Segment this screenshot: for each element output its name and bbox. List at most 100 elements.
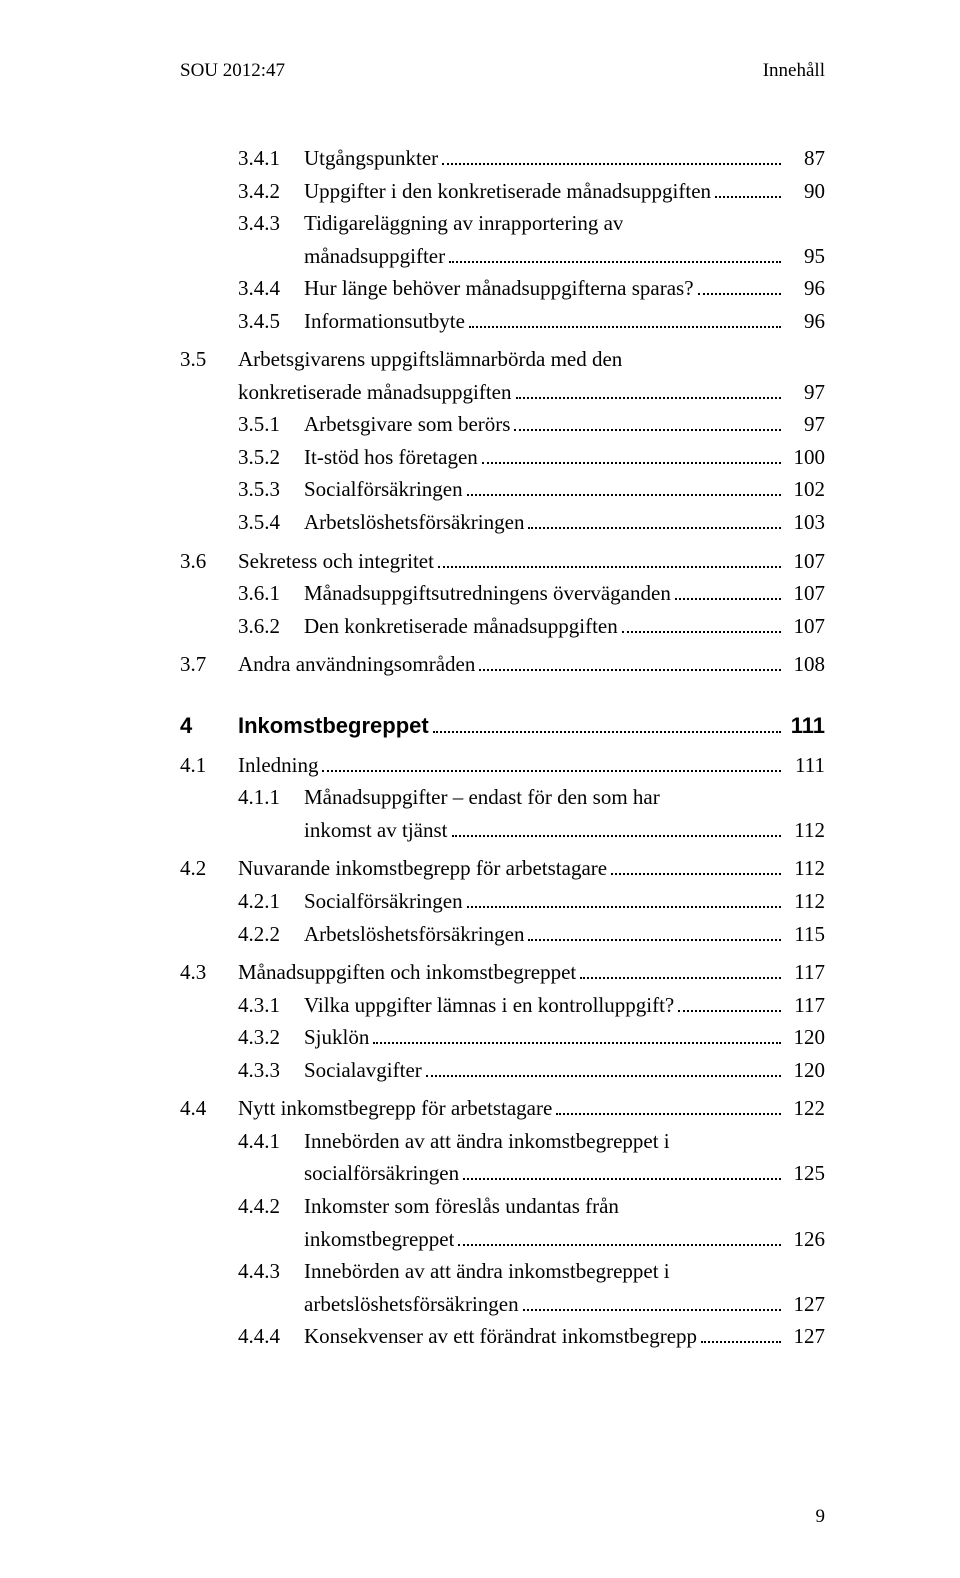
- toc-page: 112: [785, 885, 825, 918]
- page-number: 9: [816, 1506, 826, 1528]
- toc-number: 4.2.2: [238, 918, 304, 951]
- toc-label: Socialavgifter: [304, 1054, 422, 1087]
- toc-entry: 4.4.2Inkomster som föreslås undantas frå…: [180, 1190, 825, 1223]
- toc-label: Månadsuppgiftsutredningens överväganden: [304, 577, 671, 610]
- toc-label: Nytt inkomstbegrepp för arbetstagare: [238, 1092, 552, 1125]
- toc-number: 3.6.2: [238, 610, 304, 643]
- toc-entry: 3.4.5Informationsutbyte 96: [180, 305, 825, 338]
- toc-number: 4.4.1: [238, 1125, 304, 1158]
- toc-leader-dots: [426, 1075, 781, 1077]
- toc-leader-dots: [463, 1178, 781, 1180]
- toc-number: 4.2: [180, 852, 238, 885]
- toc-label: Socialförsäkringen: [304, 885, 463, 918]
- toc-page: 87: [785, 142, 825, 175]
- toc-leader-dots: [516, 397, 782, 399]
- toc-page: 103: [785, 506, 825, 539]
- toc-leader-dots: [458, 1244, 781, 1246]
- toc-entry: 4.2.2Arbetslöshetsförsäkringen115: [180, 918, 825, 951]
- toc-label: Informationsutbyte: [304, 305, 465, 338]
- toc-page: 120: [785, 1021, 825, 1054]
- toc-entry: 3.5Arbetsgivarens uppgiftslämnarbörda me…: [180, 343, 825, 376]
- toc-leader-dots: [701, 1341, 781, 1343]
- toc-label: Arbetslöshetsförsäkringen: [304, 918, 524, 951]
- toc-entry: 3.4.2Uppgifter i den konkretiserade måna…: [180, 175, 825, 208]
- toc-entry: 4.3.1Vilka uppgifter lämnas i en kontrol…: [180, 989, 825, 1022]
- toc-leader-dots: [523, 1309, 781, 1311]
- toc-number: 4.4.4: [238, 1320, 304, 1353]
- toc-leader-dots: [528, 939, 781, 941]
- toc-number: 3.5.3: [238, 473, 304, 506]
- toc-page: 97: [785, 376, 825, 409]
- toc-entry: konkretiserade månadsuppgiften 97: [180, 376, 825, 409]
- toc-leader-dots: [467, 494, 781, 496]
- toc-leader-dots: [482, 462, 781, 464]
- toc-leader-dots: [556, 1113, 781, 1115]
- toc-label: Uppgifter i den konkretiserade månadsupp…: [304, 175, 711, 208]
- toc-entry: 4.2Nuvarande inkomstbegrepp för arbetsta…: [180, 852, 825, 885]
- toc-label: Andra användningsområden: [238, 648, 475, 681]
- toc-number: 3.4.5: [238, 305, 304, 338]
- toc-leader-dots: [373, 1042, 781, 1044]
- toc-page: 112: [785, 814, 825, 847]
- toc-number: 3.6.1: [238, 577, 304, 610]
- toc-label: socialförsäkringen: [304, 1157, 459, 1190]
- toc-page: 97: [785, 408, 825, 441]
- toc-page: 102: [785, 473, 825, 506]
- toc-entry: 3.5.2It-stöd hos företagen100: [180, 441, 825, 474]
- toc-entry: 3.5.3Socialförsäkringen102: [180, 473, 825, 506]
- toc-number: 4.4: [180, 1092, 238, 1125]
- toc-label: Inkomstbegreppet: [238, 709, 429, 743]
- toc-leader-dots: [675, 598, 781, 600]
- toc-label: Sjuklön: [304, 1021, 369, 1054]
- toc-number: 4.1: [180, 749, 238, 782]
- toc-number: 4.4.2: [238, 1190, 304, 1223]
- toc-number: 3.5.1: [238, 408, 304, 441]
- toc-number: 4.3.2: [238, 1021, 304, 1054]
- toc-leader-dots: [479, 669, 781, 671]
- toc-label: It-stöd hos företagen: [304, 441, 478, 474]
- toc-number: 3.5.2: [238, 441, 304, 474]
- toc-label: Inledning: [238, 749, 318, 782]
- toc-label: Månadsuppgifter – endast för den som har: [304, 781, 660, 814]
- toc-number: 3.4.4: [238, 272, 304, 305]
- toc-label: Vilka uppgifter lämnas i en kontrolluppg…: [304, 989, 674, 1022]
- toc-entry: 3.4.1Utgångspunkter87: [180, 142, 825, 175]
- toc-page: 107: [785, 610, 825, 643]
- toc-page: 127: [785, 1320, 825, 1353]
- toc-page: 117: [785, 989, 825, 1022]
- toc-page: 108: [785, 648, 825, 681]
- toc-leader-dots: [469, 326, 781, 328]
- toc-label: inkomstbegreppet: [304, 1223, 454, 1256]
- toc-entry: 3.4.4Hur länge behöver månadsuppgifterna…: [180, 272, 825, 305]
- table-of-contents: 3.4.1Utgångspunkter873.4.2Uppgifter i de…: [180, 142, 825, 1353]
- toc-entry: 3.7Andra användningsområden108: [180, 648, 825, 681]
- header-left: SOU 2012:47: [180, 60, 285, 82]
- toc-page: 112: [785, 852, 825, 885]
- header-right: Innehåll: [763, 60, 825, 82]
- toc-number: 3.5.4: [238, 506, 304, 539]
- toc-entry: 3.6Sekretess och integritet107: [180, 545, 825, 578]
- toc-number: 3.5: [180, 343, 238, 376]
- toc-leader-dots: [715, 196, 781, 198]
- toc-entry: 4.1Inledning111: [180, 749, 825, 782]
- toc-page: 96: [785, 305, 825, 338]
- toc-entry: 4.3.2Sjuklön 120: [180, 1021, 825, 1054]
- toc-number: 4.3.1: [238, 989, 304, 1022]
- toc-number: 4.3: [180, 956, 238, 989]
- toc-page: 125: [785, 1157, 825, 1190]
- toc-label: konkretiserade månadsuppgiften: [238, 376, 512, 409]
- toc-entry: 4.4.3Innebörden av att ändra inkomstbegr…: [180, 1255, 825, 1288]
- toc-leader-dots: [322, 770, 781, 772]
- toc-entry: 4.2.1Socialförsäkringen112: [180, 885, 825, 918]
- toc-label: Innebörden av att ändra inkomstbegreppet…: [304, 1125, 670, 1158]
- toc-leader-dots: [452, 835, 782, 837]
- toc-label: månadsuppgifter: [304, 240, 445, 273]
- toc-number: 3.4.1: [238, 142, 304, 175]
- toc-label: Konsekvenser av ett förändrat inkomstbeg…: [304, 1320, 697, 1353]
- toc-label: Innebörden av att ändra inkomstbegreppet…: [304, 1255, 670, 1288]
- toc-entry: arbetslöshetsförsäkringen127: [180, 1288, 825, 1321]
- toc-leader-dots: [449, 261, 781, 263]
- toc-leader-dots: [622, 631, 781, 633]
- toc-label: Arbetsgivare som berörs: [304, 408, 510, 441]
- running-header: SOU 2012:47 Innehåll: [180, 60, 825, 82]
